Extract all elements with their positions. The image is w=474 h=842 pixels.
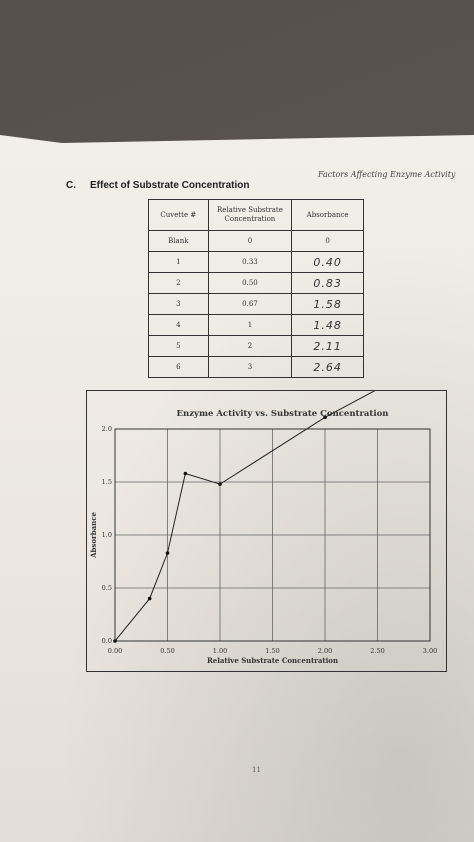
x-tick-label: 0.50: [160, 647, 174, 655]
table-cell-absorbance: 1.48: [291, 314, 364, 336]
table-row: 5 2 2.11: [148, 335, 364, 357]
table-cell-concentration: 3: [207, 356, 293, 378]
x-tick-label: 1.50: [265, 647, 279, 655]
x-tick-label: 3.00: [423, 647, 437, 655]
chart-frame: 0.00 0.50 1.00 1.50 2.00 2.50 3.00 0.0 0.5 1.0 1.5…: [86, 390, 447, 672]
x-tick-label: 1.00: [213, 647, 227, 655]
data-point: [113, 639, 117, 643]
data-point: [323, 415, 327, 420]
table-header-row: Cuvette # Relative Substrate Concentrati…: [148, 199, 364, 231]
table-cell-cuvette: 2: [148, 272, 209, 294]
running-header: Factors Affecting Enzyme Activity: [318, 170, 456, 179]
table-cell-absorbance: 0: [291, 230, 364, 252]
table-cell-cuvette: 5: [148, 335, 209, 357]
table-cell-concentration: 0.33: [207, 251, 293, 273]
table-row: Blank 0 0: [148, 230, 364, 252]
section-title-text: Effect of Substrate Concentration: [90, 180, 250, 191]
table-cell-cuvette: 1: [148, 251, 209, 273]
table-cell-concentration: 0.67: [207, 293, 293, 315]
chart-title: Enzyme Activity vs. Substrate Concentrat…: [177, 409, 389, 419]
x-tick-label: 0.00: [108, 647, 122, 655]
table-header-concentration: Relative Substrate Concentration: [207, 199, 293, 231]
table-cell-absorbance: 1.58: [291, 293, 364, 315]
table-cell-cuvette: Blank: [148, 230, 209, 252]
table-cell-absorbance: 2.64: [291, 356, 364, 378]
table-cell-absorbance: 0.40: [291, 251, 364, 273]
table-cell-concentration: 0.50: [207, 272, 293, 294]
x-tick-label: 2.00: [318, 647, 332, 655]
plot-area: [114, 428, 431, 642]
table-cell-cuvette: 3: [148, 293, 209, 315]
y-tick-label: 2.0: [102, 425, 112, 433]
table-cell-concentration: 0: [207, 230, 293, 252]
table-row: 1 0.33 0.40: [148, 251, 364, 273]
table-header-cuvette: Cuvette #: [148, 199, 209, 231]
table-row: 2 0.50 0.83: [148, 272, 364, 294]
y-tick-label: 1.5: [102, 478, 112, 486]
absorbance-chart: 0.00 0.50 1.00 1.50 2.00 2.50 3.00 0.0 0.5 1.0 1.5…: [89, 391, 437, 665]
table-cell-cuvette: 6: [148, 356, 209, 378]
y-tick-label: 1.0: [102, 531, 112, 539]
table-cell-cuvette: 4: [148, 314, 209, 336]
results-table: Cuvette # Relative Substrate Concentrati…: [148, 199, 364, 378]
y-tick-label: 0.0: [102, 637, 112, 645]
data-point: [147, 596, 152, 601]
table-row: 6 3 2.64: [148, 356, 364, 378]
y-axis-label: Absorbance: [89, 512, 98, 559]
data-point: [183, 471, 188, 476]
table-row: 4 1 1.48: [148, 314, 364, 336]
table-row: 3 0.67 1.58: [148, 293, 364, 315]
table-cell-absorbance: 0.83: [291, 272, 364, 294]
table-body: Blank 0 0 1 0.33 0.40 2 0.50 0.83 3 0.67 1.58 4 1 1.48…: [148, 230, 364, 378]
page-number: 11: [252, 766, 261, 774]
data-point: [218, 482, 222, 486]
section-heading: C. Effect of Substrate Concentration: [66, 180, 249, 191]
x-tick-label: 2.50: [370, 647, 384, 655]
section-letter: C.: [66, 180, 76, 191]
table-cell-concentration: 2: [207, 335, 293, 357]
y-tick-label: 0.5: [102, 584, 112, 592]
data-point: [165, 551, 170, 555]
table-cell-absorbance: 2.11: [291, 335, 364, 357]
x-axis-label: Relative Substrate Concentration: [207, 656, 338, 665]
table-cell-concentration: 1: [207, 314, 293, 336]
table-header-absorbance: Absorbance: [291, 199, 364, 231]
